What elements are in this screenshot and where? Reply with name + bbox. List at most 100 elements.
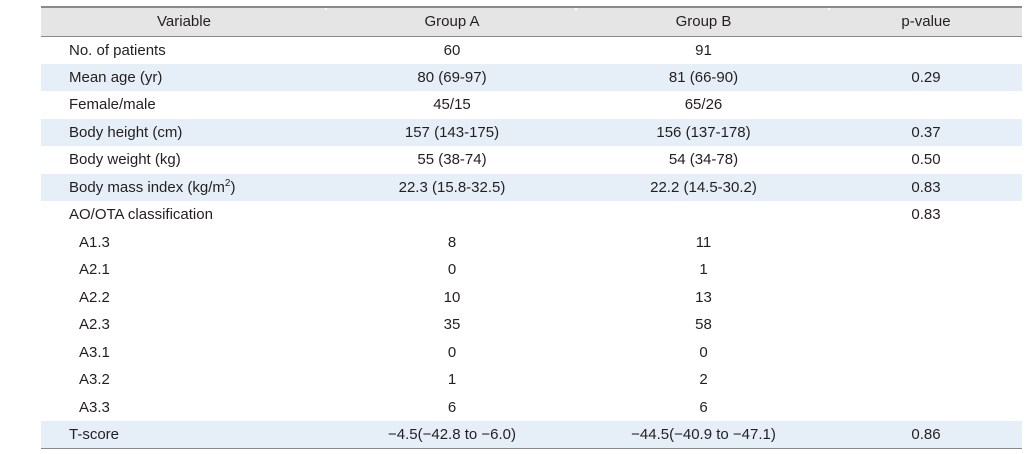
variable-label: Body height (cm) <box>69 123 183 141</box>
cell-group-b: 156 (137-178) <box>656 123 751 141</box>
cell-group-b: 6 <box>699 398 708 416</box>
cell-p-value <box>830 394 1022 422</box>
cell-group-a: 6 <box>447 398 457 416</box>
cell-group-a: 22.3 (15.8-32.5) <box>398 178 506 196</box>
header-p-value: p-value <box>830 6 1022 37</box>
cell-group-a: 55 (38-74) <box>417 151 487 169</box>
table-row: A2.2 10 13 <box>41 284 1022 312</box>
table-row: No. of patients 60 91 <box>41 36 1022 64</box>
cell-variable: A2.2 <box>41 284 327 312</box>
cell-variable: Mean age (yr) <box>41 64 327 92</box>
cell-group-b <box>577 201 830 229</box>
cell-group-b: 13 <box>695 288 712 306</box>
cell-group-a <box>327 201 577 229</box>
cell-p-value: 0.37 <box>911 123 941 141</box>
cell-group-a: 45/15 <box>433 96 471 114</box>
variable-label: Female/male <box>69 96 156 114</box>
cell-group-a: 10 <box>443 288 461 306</box>
cell-p-value: 0.83 <box>911 178 941 196</box>
cell-p-value: 0.50 <box>911 151 941 169</box>
cell-group-b: 0 <box>699 343 708 361</box>
cell-variable: Body height (cm) <box>41 119 327 147</box>
table-row: T-score −4.5(−42.8 to −6.0) −44.5(−40.9 to… <box>41 421 1022 449</box>
patient-characteristics-table: Variable Group A Group B p-value No. of … <box>41 6 1022 449</box>
cell-group-a: 0 <box>447 343 457 361</box>
cell-variable: A2.1 <box>41 256 327 284</box>
cell-group-b: 11 <box>695 233 712 251</box>
cell-p-value <box>830 366 1022 394</box>
cell-variable: A3.2 <box>41 366 327 394</box>
table-row: Body mass index (kg/m2) 22.3 (15.8-32.5) 2… <box>41 173 1022 202</box>
table-row: Mean age (yr) 80 (69-97) 81 (66-90) 0.29 <box>41 63 1022 92</box>
variable-label: No. of patients <box>69 41 166 59</box>
cell-variable: A2.3 <box>41 311 327 339</box>
cell-group-b: 22.2 (14.5-30.2) <box>650 178 757 196</box>
cell-group-b: 58 <box>695 316 712 334</box>
cell-group-a: −4.5(−42.8 to −6.0) <box>327 421 577 449</box>
variable-label: Body weight (kg) <box>69 151 181 169</box>
cell-p-value <box>830 311 1022 339</box>
cell-group-b: 65/26 <box>684 96 723 114</box>
table-row: A2.1 0 1 <box>41 256 1022 284</box>
cell-variable: A3.1 <box>41 339 327 367</box>
table-row: A3.3 6 6 <box>41 394 1022 422</box>
cell-variable: A1.3 <box>41 229 327 257</box>
cell-p-value: 0.29 <box>911 68 941 86</box>
cell-p-value: 0.83 <box>911 206 941 224</box>
cell-p-value <box>830 229 1022 257</box>
variable-suffix: ) <box>230 178 236 196</box>
table-row: A2.3 35 58 <box>41 311 1022 339</box>
cell-group-a: 8 <box>447 233 457 251</box>
cell-group-b: 1 <box>699 261 708 279</box>
cell-variable: A3.3 <box>41 394 327 422</box>
table-row: Body height (cm) 157 (143-175) 156 (137-17… <box>41 118 1022 147</box>
variable-label: A3.3 <box>79 398 110 416</box>
cell-variable: No. of patients <box>41 36 327 64</box>
cell-p-value <box>830 284 1022 312</box>
cell-group-a: 35 <box>443 316 461 334</box>
variable-label: A2.2 <box>79 288 110 306</box>
table-row: AO/OTA classification 0.83 <box>41 201 1022 229</box>
cell-group-a: 80 (69-97) <box>417 68 487 86</box>
table-row: Body weight (kg) 55 (38-74) 54 (34-78) 0.50 <box>41 146 1022 174</box>
table-row: Female/male 45/15 65/26 <box>41 91 1022 119</box>
cell-group-a: 0 <box>447 261 457 279</box>
cell-variable: T-score <box>41 421 327 449</box>
table-row: A3.2 1 2 <box>41 366 1022 394</box>
variable-label: A2.3 <box>79 316 110 334</box>
variable-superscript: 2 <box>224 177 231 189</box>
header-variable: Variable <box>41 6 327 37</box>
cell-p-value: 0.86 <box>830 421 1022 449</box>
cell-variable: Female/male <box>41 91 327 119</box>
variable-label: A1.3 <box>79 233 110 251</box>
cell-variable: Body weight (kg) <box>41 146 327 174</box>
variable-label: Mean age (yr) <box>69 68 163 86</box>
cell-group-a: 157 (143-175) <box>404 123 500 141</box>
cell-variable: AO/OTA classification <box>41 201 327 229</box>
variable-label: Body mass index (kg/m <box>69 178 225 196</box>
cell-group-b: 2 <box>699 371 708 389</box>
cell-p-value <box>830 91 1022 119</box>
cell-variable: Body mass index (kg/m2) <box>41 174 327 202</box>
cell-p-value <box>830 36 1022 64</box>
table-row: A3.1 0 0 <box>41 339 1022 367</box>
cell-group-a: 60 <box>443 41 461 59</box>
header-group-a: Group A <box>327 6 577 37</box>
header-group-b: Group B <box>577 6 830 37</box>
table-body: No. of patients 60 91 Mean age (yr) 80 (69-9… <box>41 36 1022 449</box>
variable-label: A3.1 <box>79 343 110 361</box>
cell-group-b: 81 (66-90) <box>668 68 739 86</box>
cell-p-value <box>830 339 1022 367</box>
cell-group-b: 54 (34-78) <box>668 151 739 169</box>
table-header: Variable Group A Group B p-value <box>41 6 1022 37</box>
variable-label: T-score <box>69 426 120 443</box>
table-row: A1.3 8 11 <box>41 229 1022 257</box>
variable-label: A3.2 <box>79 371 110 389</box>
cell-group-b: 91 <box>695 41 712 59</box>
cell-group-a: 1 <box>447 371 457 389</box>
cell-group-b: −44.5(−40.9 to −47.1) <box>577 421 830 449</box>
variable-label: AO/OTA classification <box>69 206 213 224</box>
cell-p-value <box>830 256 1022 284</box>
header-row: Variable Group A Group B p-value <box>41 6 1022 37</box>
